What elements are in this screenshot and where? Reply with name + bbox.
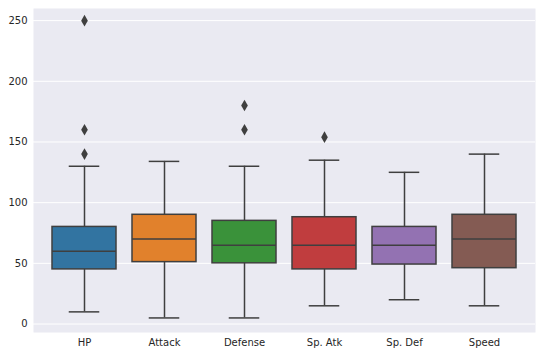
svg-text:Sp. Atk: Sp. Atk: [307, 337, 343, 348]
svg-text:Defense: Defense: [224, 337, 265, 348]
svg-text:0: 0: [21, 318, 27, 329]
svg-text:200: 200: [8, 76, 27, 87]
svg-text:100: 100: [8, 197, 27, 208]
svg-text:Sp. Def: Sp. Def: [386, 337, 423, 348]
svg-text:HP: HP: [78, 337, 92, 348]
svg-text:Attack: Attack: [149, 337, 181, 348]
svg-text:Speed: Speed: [469, 337, 500, 348]
svg-text:250: 250: [8, 15, 27, 26]
svg-text:50: 50: [15, 258, 28, 269]
svg-text:150: 150: [8, 136, 27, 147]
